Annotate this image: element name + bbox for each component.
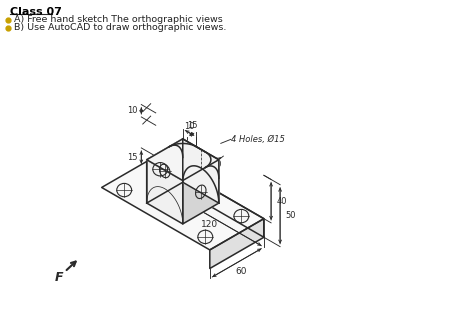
Text: 40: 40 — [277, 197, 288, 206]
Text: 15: 15 — [187, 121, 198, 130]
Text: Class 07: Class 07 — [10, 7, 62, 17]
Polygon shape — [147, 139, 219, 180]
Text: A) Free hand sketch The orthographic views: A) Free hand sketch The orthographic vie… — [14, 15, 223, 24]
Polygon shape — [210, 219, 264, 268]
Text: R20: R20 — [200, 185, 210, 203]
Text: R15: R15 — [201, 182, 218, 191]
Polygon shape — [183, 160, 219, 224]
Polygon shape — [147, 160, 183, 224]
Text: 50: 50 — [285, 211, 296, 220]
Text: 4 Holes, Ø15: 4 Holes, Ø15 — [231, 135, 284, 144]
Polygon shape — [183, 139, 219, 203]
Text: B) Use AutoCAD to draw orthographic views.: B) Use AutoCAD to draw orthographic view… — [14, 23, 227, 32]
Text: 120: 120 — [201, 220, 219, 229]
Text: 10: 10 — [127, 106, 137, 115]
Text: 10: 10 — [184, 123, 195, 132]
Text: 15: 15 — [127, 153, 137, 162]
Polygon shape — [156, 156, 264, 237]
Text: 40: 40 — [211, 160, 222, 169]
Polygon shape — [147, 139, 183, 203]
Text: 60: 60 — [235, 267, 246, 276]
Polygon shape — [101, 156, 264, 250]
Text: F: F — [55, 272, 63, 284]
